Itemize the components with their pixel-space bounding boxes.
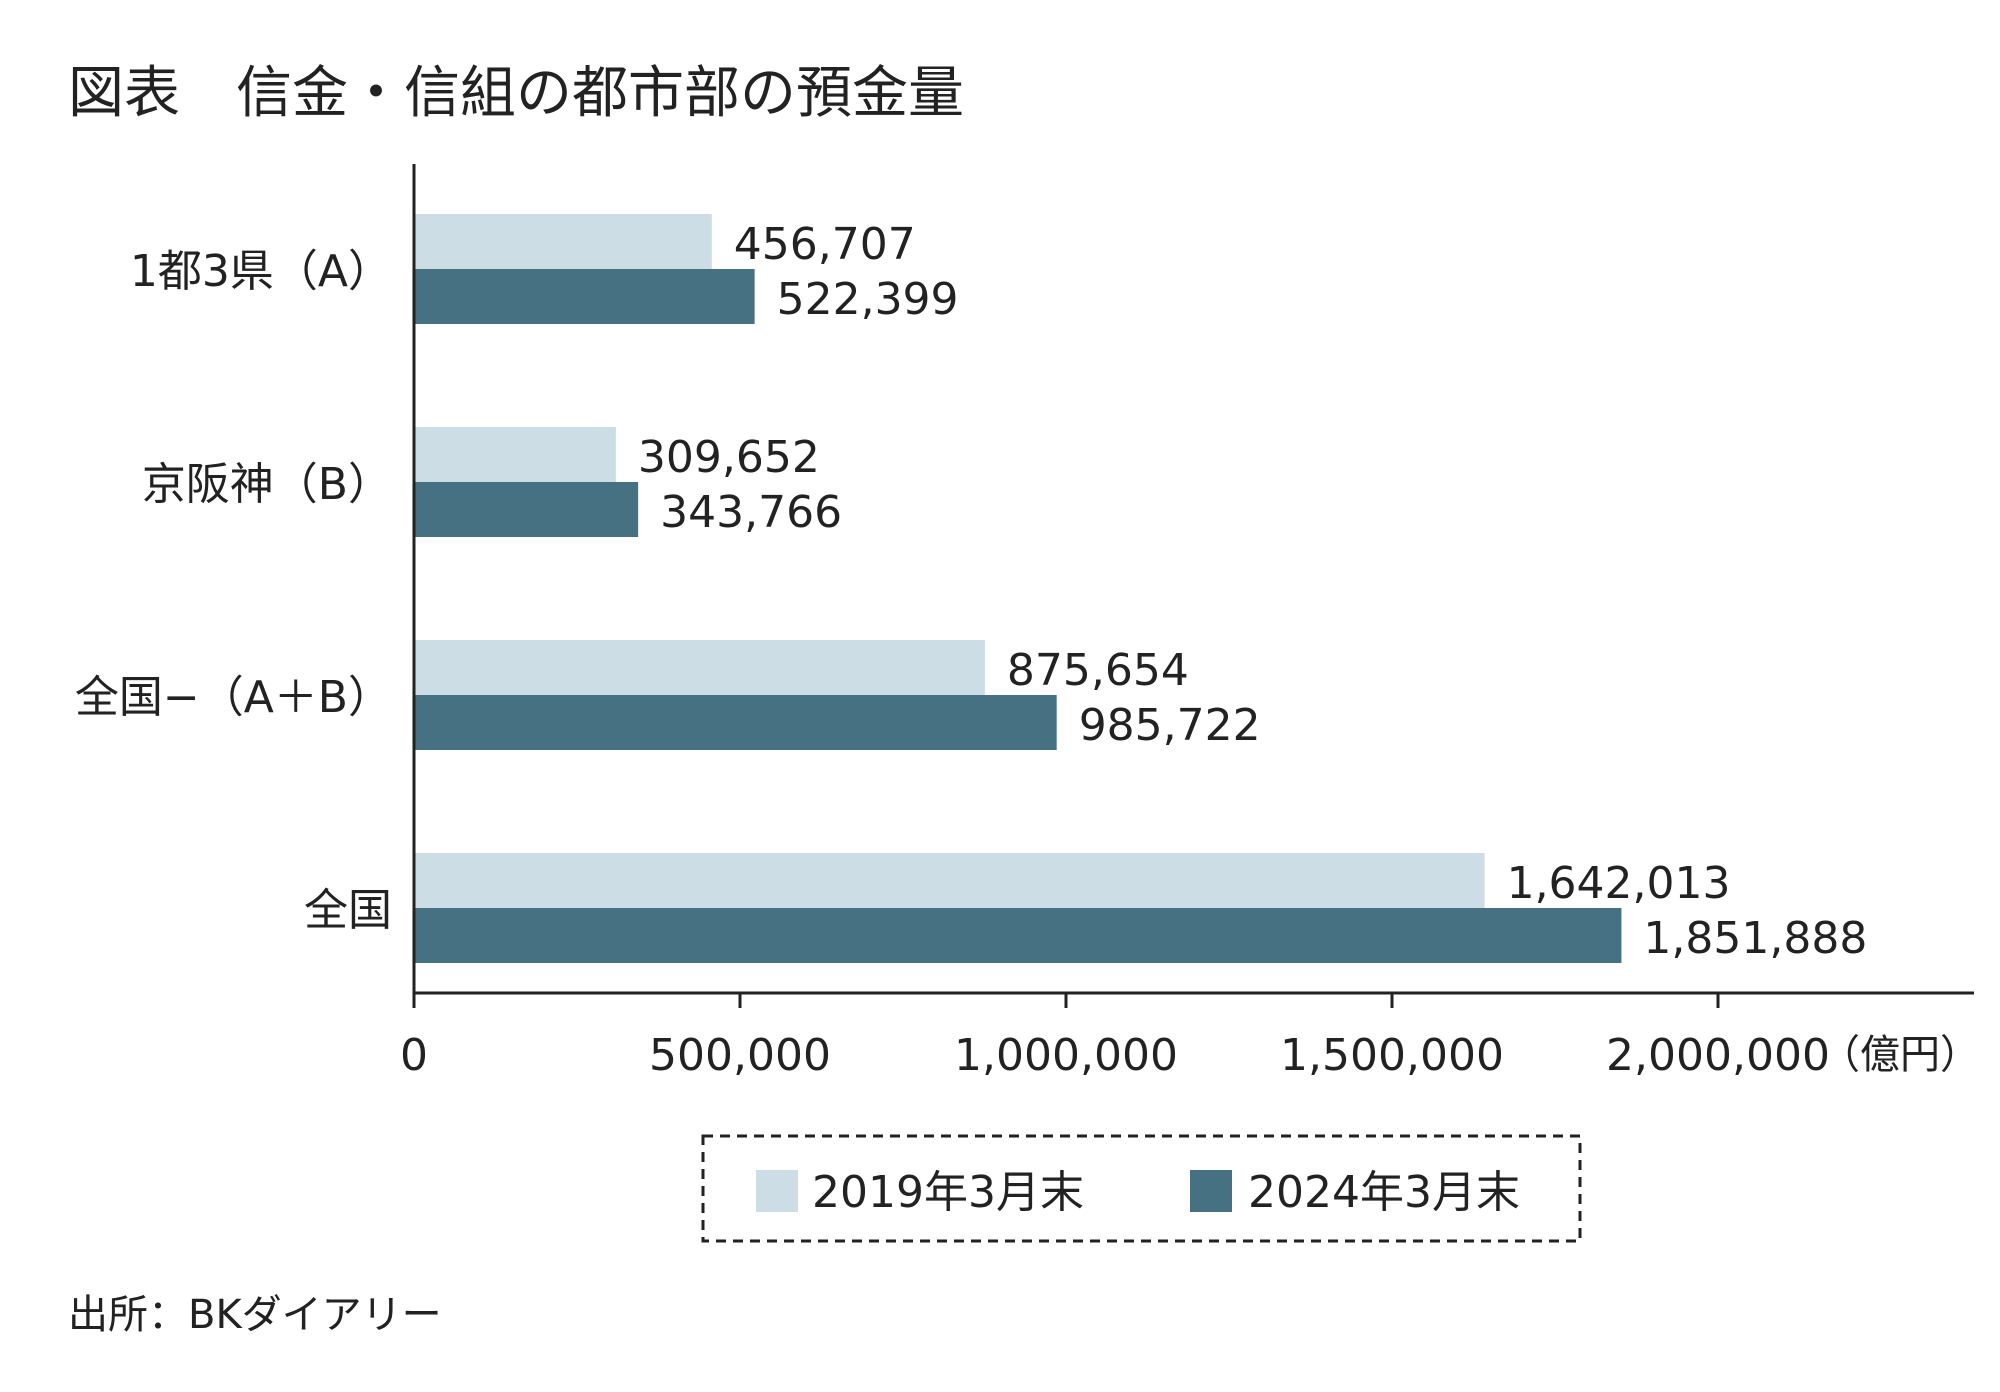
legend-swatch-2019 [756, 1170, 798, 1212]
legend-box [701, 1134, 1582, 1243]
bar-2024 [414, 482, 639, 537]
bar-2019 [414, 427, 616, 482]
bar-2024 [414, 695, 1057, 750]
legend-swatch-2024 [1190, 1170, 1232, 1212]
data-label: 522,399 [777, 274, 959, 325]
legend-label-2019: 2019年3月末 [812, 1167, 1084, 1218]
data-label: 985,722 [1079, 700, 1261, 751]
bar-2024 [414, 269, 755, 324]
source-note: 出所：BKダイアリー [68, 1292, 442, 1338]
category-label: 全国 [304, 885, 392, 936]
bar-2019 [414, 853, 1485, 908]
bar-2019 [414, 214, 712, 269]
bar-2024 [414, 908, 1622, 963]
category-label: 1都3県（A） [130, 246, 392, 297]
x-tick-label: 2,000,000 [1606, 1030, 1830, 1081]
x-tick-label: 500,000 [649, 1030, 831, 1081]
data-label: 456,707 [734, 219, 916, 270]
data-label: 875,654 [1007, 645, 1189, 696]
data-label: 343,766 [660, 487, 842, 538]
category-label: 全国−（A＋B） [75, 672, 392, 723]
legend-label-2024: 2024年3月末 [1248, 1167, 1520, 1218]
data-label: 309,652 [638, 432, 820, 483]
data-label: 1,642,013 [1507, 858, 1731, 909]
bar-2019 [414, 640, 985, 695]
x-tick-label: 1,500,000 [1280, 1030, 1504, 1081]
category-label: 京阪神（B） [142, 459, 392, 510]
data-label: 1,851,888 [1643, 913, 1867, 964]
x-axis-unit: （億円） [1820, 1032, 1980, 1078]
x-tick-label: 1,000,000 [954, 1030, 1178, 1081]
chart-title: 図表 信金・信組の都市部の預金量 [68, 61, 964, 126]
x-tick-label: 0 [400, 1030, 428, 1081]
